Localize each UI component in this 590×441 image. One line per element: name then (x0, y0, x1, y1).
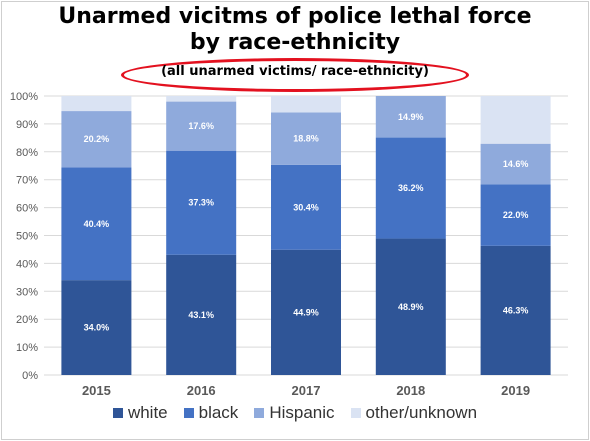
x-tick-label: 2019 (501, 383, 530, 398)
bar-segment-black (166, 150, 237, 255)
y-tick-label: 30% (16, 286, 38, 298)
y-tick-label: 0% (22, 370, 38, 382)
x-tick-label: 2015 (82, 383, 111, 398)
data-label: 17.6% (188, 121, 214, 131)
bar-segment-other-unknown (166, 96, 237, 102)
x-tick-label: 2017 (292, 383, 321, 398)
chart-title: Unarmed vicitms of police lethal force b… (0, 4, 590, 56)
chart-title-line-2: by race-ethnicity (189, 30, 401, 55)
y-tick-label: 70% (16, 175, 38, 187)
bar-segment-white (166, 254, 237, 375)
annotation-ellipse (121, 58, 469, 92)
y-tick-label: 10% (16, 342, 38, 354)
y-tick-label: 50% (16, 231, 38, 243)
data-label: 44.9% (293, 307, 319, 317)
legend-item: Hispanic (254, 403, 335, 423)
data-label: 20.2% (84, 134, 110, 144)
y-tick-label: 60% (16, 203, 38, 215)
data-label: 14.9% (398, 112, 424, 122)
legend-swatch (254, 408, 265, 418)
bar-segment-white (480, 245, 551, 375)
legend-item: black (183, 403, 239, 423)
legend-label: Hispanic (269, 403, 335, 422)
bar-segment-black (480, 184, 551, 246)
y-tick-label: 100% (10, 91, 38, 103)
data-label: 22.0% (503, 210, 529, 220)
bar-segment-white (271, 249, 341, 375)
data-label: 14.6% (503, 159, 529, 169)
data-label: 37.3% (188, 198, 214, 208)
data-label: 40.4% (84, 219, 110, 229)
bar-segment-hispanic (375, 96, 446, 138)
legend-item: other/unknown (350, 403, 478, 423)
chart-title-line-1: Unarmed vicitms of police lethal force (58, 4, 532, 29)
bar-segment-hispanic (480, 143, 551, 185)
data-label: 18.8% (293, 134, 319, 144)
legend-label: black (198, 403, 239, 422)
bar-segment-other-unknown (61, 96, 132, 112)
legend-item: white (112, 403, 168, 423)
data-label: 36.2% (398, 183, 424, 193)
data-label: 34.0% (84, 323, 110, 333)
bar-segment-other-unknown (271, 96, 341, 113)
bar-segment-hispanic (166, 101, 237, 151)
legend-swatch (183, 408, 194, 418)
data-label: 48.9% (398, 302, 424, 312)
y-tick-label: 40% (16, 258, 38, 270)
bar-segment-white (375, 238, 446, 375)
bar-segment-other-unknown (480, 96, 551, 144)
bar-segment-black (61, 167, 132, 281)
bar-segment-hispanic (61, 111, 132, 168)
legend-swatch (112, 408, 123, 418)
bar-segment-black (375, 137, 446, 239)
legend-label: other/unknown (365, 403, 478, 422)
y-tick-label: 80% (16, 147, 38, 159)
data-label: 46.3% (503, 305, 529, 315)
data-label: 30.4% (293, 202, 319, 212)
x-tick-label: 2016 (187, 383, 216, 398)
y-tick-label: 90% (16, 119, 38, 131)
bar-segment-white (61, 280, 132, 375)
bar-segment-black (271, 164, 341, 250)
bar-segment-hispanic (271, 112, 341, 165)
legend-swatch (350, 408, 361, 418)
chart-subtitle: (all unarmed victims/ race-ethnicity) (161, 64, 429, 79)
data-label: 43.1% (188, 310, 214, 320)
x-tick-label: 2018 (396, 383, 425, 398)
legend-label: white (127, 403, 168, 422)
legend: white black Hispanic other/unknown (0, 403, 590, 423)
y-tick-label: 20% (16, 314, 38, 326)
